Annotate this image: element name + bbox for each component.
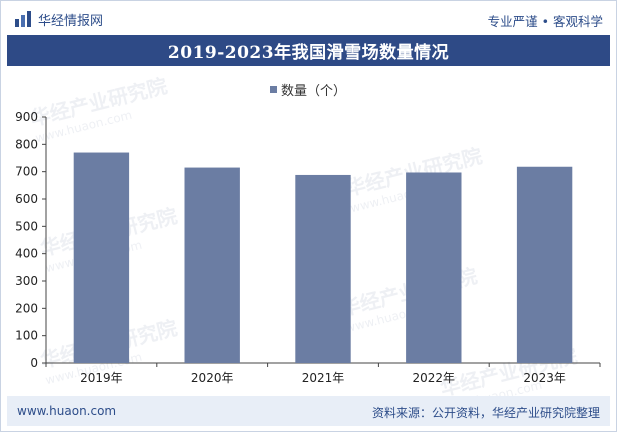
bar (184, 167, 240, 363)
legend-label: 数量（个） (281, 84, 347, 99)
y-tick-label: 500 (15, 219, 38, 233)
brand-name: 华经情报网 (38, 13, 104, 29)
x-tick-label: 2023年 (523, 371, 566, 385)
brand-logo-icon (15, 11, 31, 27)
y-tick-label: 600 (15, 192, 38, 206)
bar-chart: 0 100 200 300 400 500 600 700 800 900 2019年 2020年 20… (15, 110, 601, 385)
y-tick-label: 300 (15, 274, 38, 288)
chart-area: 华经产业研究院 www.huaon.com 华经产业研究院 www.huaon.co… (0, 66, 617, 415)
top-bar: 华经情报网 专业严谨 • 客观科学 (0, 0, 617, 34)
x-tick-label: 2020年 (191, 371, 234, 385)
bar (73, 152, 130, 363)
x-tick-label: 2019年 (80, 371, 123, 385)
footer-website[interactable]: www.huaon.com (17, 404, 117, 418)
x-tick-label: 2021年 (302, 371, 345, 385)
bar (516, 166, 573, 363)
y-tick-label: 900 (15, 110, 38, 124)
y-tick-label: 100 (15, 329, 38, 343)
y-tick-label: 0 (30, 356, 38, 370)
legend-swatch (270, 86, 277, 93)
y-tick-label: 700 (15, 165, 38, 179)
y-tick-label: 400 (15, 247, 38, 261)
legend: 数量（个） (270, 80, 346, 99)
tagline: 专业严谨 • 客观科学 (487, 14, 603, 29)
footer-source: 资料来源：公开资料，华经产业研究院整理 (371, 406, 600, 420)
x-tick-label: 2022年 (413, 371, 456, 385)
chart-title: 2019-2023年我国滑雪场数量情况 (167, 43, 450, 63)
bar (295, 174, 351, 363)
brand[interactable]: 华经情报网 (14, 10, 104, 29)
title-bar: 2019-2023年我国滑雪场数量情况 (7, 35, 610, 66)
y-tick-label: 200 (15, 301, 38, 315)
footer: www.huaon.com 资料来源：公开资料，华经产业研究院整理 (7, 396, 610, 426)
bar (406, 172, 462, 363)
y-tick-label: 800 (15, 137, 38, 151)
